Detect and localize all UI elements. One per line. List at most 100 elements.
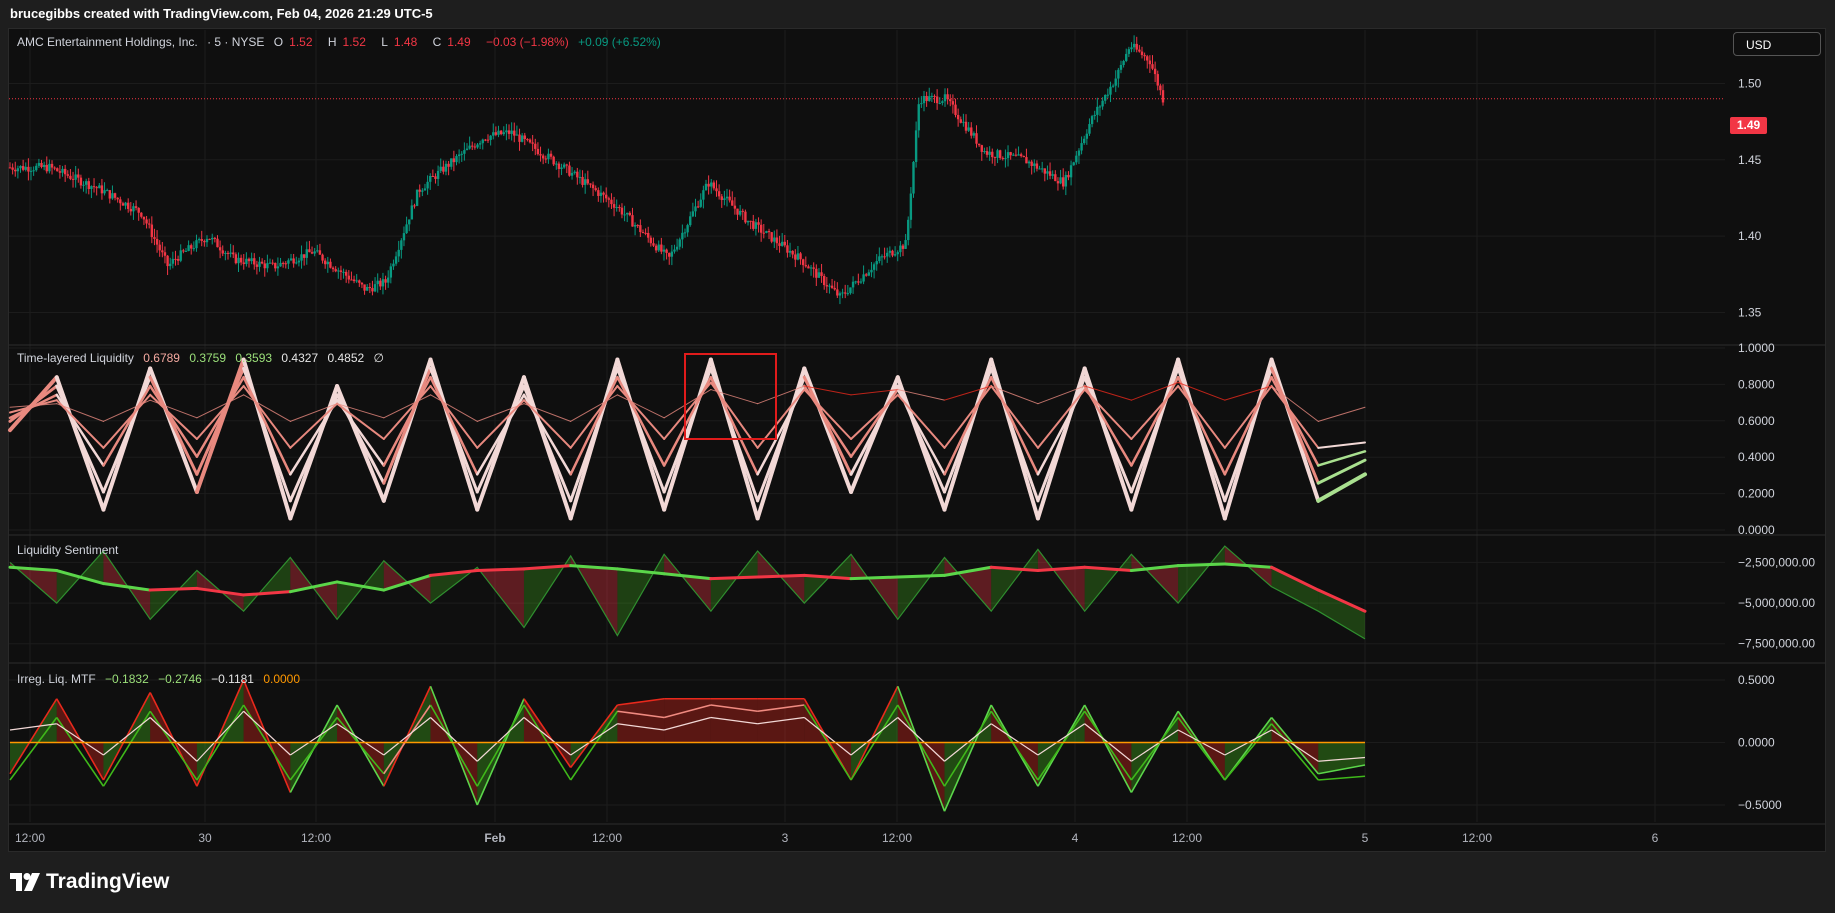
sentiment-fill: [243, 557, 291, 612]
candle-body: [140, 212, 143, 217]
candle-body: [862, 274, 865, 282]
attribution-text: brucegibbs created with TradingView.com,…: [10, 6, 433, 21]
candle-body: [914, 130, 918, 162]
tll-value-6: ∅: [373, 351, 384, 365]
candle-body: [615, 207, 618, 209]
candle-body: [801, 259, 805, 266]
currency-button[interactable]: USD: [1733, 32, 1821, 56]
price-axis-label: 1.40: [1738, 229, 1762, 243]
candle-body: [996, 150, 999, 158]
candle-body: [1093, 114, 1096, 117]
candle-body: [775, 237, 779, 244]
symbol-interval: · 5 · NYSE: [207, 35, 265, 49]
candle-body: [253, 258, 256, 265]
sentiment-baseline-segment: [989, 565, 1040, 573]
candle-body: [205, 238, 209, 243]
candle-body: [402, 233, 406, 241]
candle-body: [668, 252, 671, 257]
irreg-series-segment: [196, 710, 245, 762]
candle-body: [867, 272, 871, 276]
tll-series-segment: [475, 375, 526, 512]
irreg-legend[interactable]: Irreg. Liq. MTF −0.1832 −0.2746 −0.1181 …: [17, 672, 306, 686]
candle-body: [631, 215, 634, 227]
candle-body: [77, 174, 80, 178]
tll-series-segment: [1271, 385, 1319, 422]
tll-series-segment: [242, 375, 292, 476]
tll-series-segment: [709, 381, 759, 449]
candle-body: [741, 210, 744, 212]
candle-body: [486, 139, 490, 141]
irreg-series-segment: [430, 717, 478, 762]
candle-body: [176, 259, 180, 261]
candle-body: [100, 185, 104, 194]
tll-series-segment: [803, 385, 852, 396]
candle-body: [423, 188, 427, 191]
irreg-series-segment: [1270, 723, 1319, 781]
candle-body: [977, 143, 981, 146]
time-tick-label: 4: [1072, 831, 1079, 845]
candle-body: [1012, 154, 1015, 156]
candle-body: [218, 247, 222, 251]
candle-body: [1098, 106, 1102, 108]
candle-body: [45, 164, 48, 172]
candle-body: [63, 168, 67, 175]
sentiment-fill: [1271, 567, 1319, 612]
sentiment-legend[interactable]: Liquidity Sentiment: [17, 543, 124, 557]
candle-body: [266, 263, 269, 269]
high-value: 1.52: [342, 35, 366, 49]
ext-change-value: +0.09 (+6.52%): [578, 35, 661, 49]
candle-body: [660, 244, 663, 252]
candle-body: [830, 285, 834, 288]
candle-body: [1109, 86, 1112, 95]
irreg-series-segment: [9, 698, 58, 775]
tll-series-segment: [9, 399, 58, 414]
candle-body: [1064, 174, 1068, 187]
tll-series-segment: [336, 403, 385, 419]
price-axis-label: −2,500,000.00: [1738, 555, 1815, 569]
irreg-series-segment: [570, 704, 619, 768]
tll-series-segment: [55, 393, 105, 467]
candle-body: [710, 182, 713, 187]
price-axis-label: 0.6000: [1738, 414, 1775, 428]
candle-body: [84, 181, 88, 185]
candle-body: [1151, 64, 1154, 69]
candle-body: [379, 280, 382, 287]
price-axis-label: 0.0000: [1738, 736, 1775, 750]
tll-series-segment: [335, 398, 386, 467]
candle-body: [397, 249, 400, 257]
candle-body: [271, 262, 274, 264]
price-axis-label: −5,000,000.00: [1738, 596, 1815, 610]
tradingview-logo[interactable]: TradingView: [10, 868, 169, 896]
tll-series-segment: [1270, 385, 1320, 449]
candle-body: [796, 253, 800, 260]
time-tick-label: 3: [782, 831, 789, 845]
candle-body: [279, 262, 282, 267]
candle-body: [92, 186, 96, 188]
tll-pane: [8, 357, 1367, 521]
candle-body: [371, 288, 374, 292]
candle-body: [959, 119, 962, 123]
candle-body: [363, 284, 366, 291]
close-value: 1.49: [447, 35, 471, 49]
candle-body: [1119, 64, 1123, 70]
sentiment-baseline-segment: [1176, 562, 1227, 568]
candle-body: [1127, 49, 1131, 54]
candle-body: [749, 220, 752, 222]
tll-legend[interactable]: Time-layered Liquidity 0.6789 0.3759 0.3…: [17, 351, 390, 365]
candle-body: [938, 102, 941, 104]
candle-body: [1159, 85, 1162, 91]
candle-body: [1056, 181, 1060, 184]
tll-series-segment: [710, 389, 759, 405]
low-label: L: [381, 35, 388, 49]
irreg-series-segment: [1177, 717, 1226, 781]
symbol-legend[interactable]: AMC Entertainment Holdings, Inc. · 5 · N…: [17, 35, 667, 49]
candle-body: [1035, 163, 1039, 169]
tll-series-segment: [1317, 441, 1366, 449]
candle-body: [983, 151, 986, 153]
irreg-series-segment: [383, 704, 432, 775]
candle-body: [1014, 154, 1018, 156]
candle-body: [494, 132, 498, 135]
candle-body: [610, 199, 613, 205]
tll-series-segment: [429, 385, 479, 449]
